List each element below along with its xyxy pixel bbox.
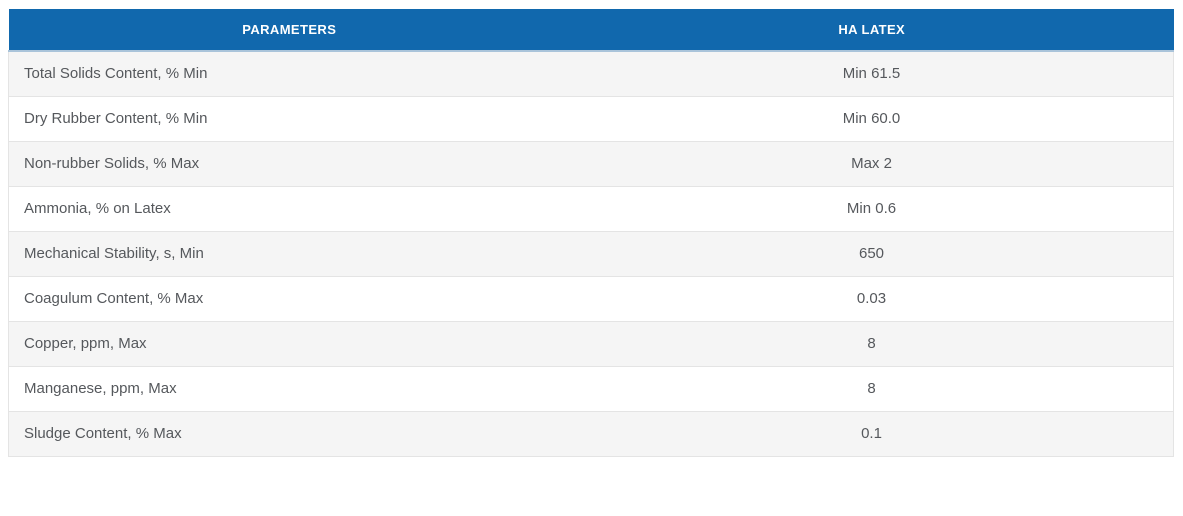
parameter-cell: Mechanical Stability, s, Min xyxy=(8,231,571,277)
value-cell: 0.1 xyxy=(570,411,1175,457)
value-cell: 8 xyxy=(570,366,1175,412)
product-spec-table: PARAMETERS HA LATEX Total Solids Content… xyxy=(8,9,1175,457)
value-cell: Max 2 xyxy=(570,141,1175,187)
table-row: Manganese, ppm, Max 8 xyxy=(8,366,1175,412)
table-row: Non-rubber Solids, % Max Max 2 xyxy=(8,141,1175,187)
value-cell: 650 xyxy=(570,231,1175,277)
parameter-cell: Sludge Content, % Max xyxy=(8,411,571,457)
value-cell: Min 0.6 xyxy=(570,186,1175,232)
table-body: Total Solids Content, % Min Min 61.5 Dry R… xyxy=(8,51,1175,457)
value-cell: Min 61.5 xyxy=(570,51,1175,97)
table-row: Copper, ppm, Max 8 xyxy=(8,321,1175,367)
parameter-cell: Non-rubber Solids, % Max xyxy=(8,141,571,187)
column-header-parameters: PARAMETERS xyxy=(8,9,571,52)
value-cell: Min 60.0 xyxy=(570,96,1175,142)
parameter-cell: Total Solids Content, % Min xyxy=(8,51,571,97)
parameter-cell: Copper, ppm, Max xyxy=(8,321,571,367)
parameter-cell: Manganese, ppm, Max xyxy=(8,366,571,412)
table-row: Total Solids Content, % Min Min 61.5 xyxy=(8,51,1175,97)
value-cell: 0.03 xyxy=(570,276,1175,322)
table-row: Dry Rubber Content, % Min Min 60.0 xyxy=(8,96,1175,142)
table-row: Coagulum Content, % Max 0.03 xyxy=(8,276,1175,322)
parameter-cell: Ammonia, % on Latex xyxy=(8,186,571,232)
table-row: Ammonia, % on Latex Min 0.6 xyxy=(8,186,1175,232)
table-row: Sludge Content, % Max 0.1 xyxy=(8,411,1175,457)
parameter-cell: Dry Rubber Content, % Min xyxy=(8,96,571,142)
table-row: Mechanical Stability, s, Min 650 xyxy=(8,231,1175,277)
parameter-cell: Coagulum Content, % Max xyxy=(8,276,571,322)
table-header-row: PARAMETERS HA LATEX xyxy=(8,9,1174,52)
column-header-ha-latex: HA LATEX xyxy=(570,9,1174,52)
value-cell: 8 xyxy=(570,321,1175,367)
